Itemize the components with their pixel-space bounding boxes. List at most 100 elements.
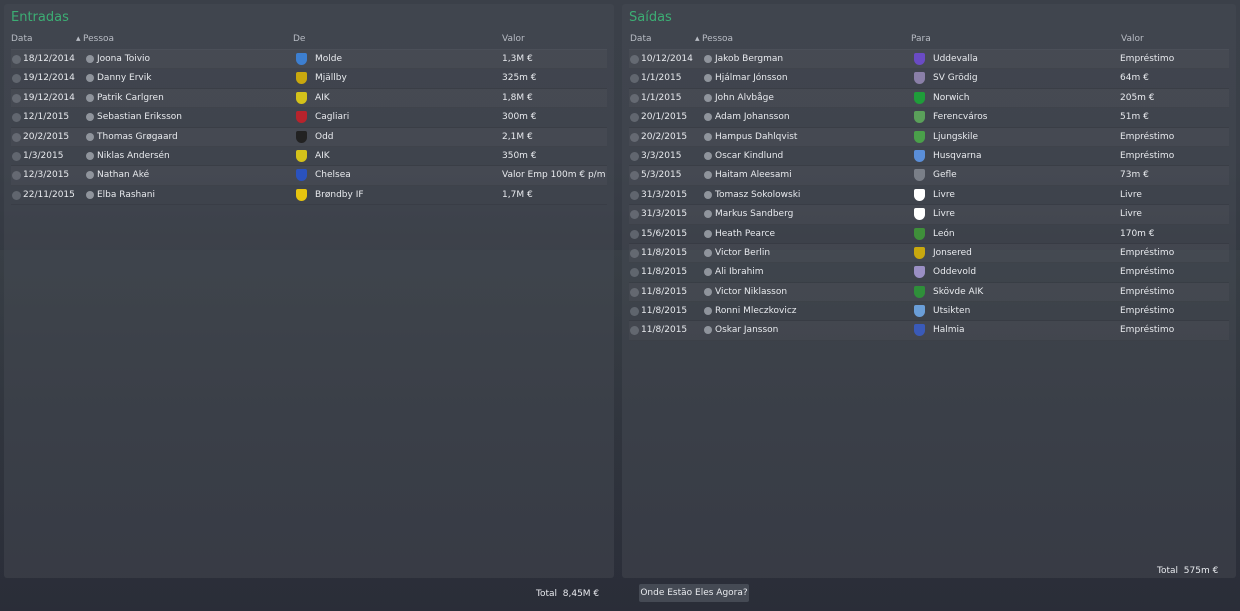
info-icon[interactable] [86,113,94,122]
info-icon[interactable] [704,210,712,219]
info-icon[interactable] [704,307,712,316]
col-value[interactable]: Valor [1121,34,1144,44]
col-club[interactable]: De [293,34,306,44]
info-icon[interactable] [86,151,94,160]
club-name[interactable]: Mjällby [315,73,347,84]
club-name[interactable]: León [933,228,955,239]
person-name[interactable]: Ronni Mleczkovicz [715,306,797,317]
info-icon[interactable] [86,55,94,63]
person-name[interactable]: Patrik Carlgren [97,92,164,103]
table-row[interactable]: 18/12/2014 Joona Toivio Molde 1,3M € [11,50,607,70]
person-name[interactable]: Elba Rashani [97,189,155,200]
person-name[interactable]: Oscar Kindlund [715,150,784,161]
person-name[interactable]: Victor Berlin [715,247,771,258]
table-row[interactable]: 19/12/2014 Patrik Carlgren AIK 1,8M € [11,89,607,109]
table-row[interactable]: 11/8/2015 Victor Berlin Jonsered Emprést… [629,244,1229,264]
club-name[interactable]: Ljungskile [933,131,979,142]
club-name[interactable]: Ferencváros [933,112,988,123]
table-row[interactable]: 31/3/2015 Markus Sandberg Livre Livre [629,205,1229,225]
col-person[interactable]: Pessoa [702,34,734,44]
col-date[interactable]: Data [11,34,33,44]
person-name[interactable]: Oskar Jansson [715,325,779,336]
club-name[interactable]: AIK [315,150,330,161]
info-icon[interactable] [86,190,94,199]
info-icon[interactable] [704,151,712,160]
club-name[interactable]: Cagliari [315,112,350,123]
club-name[interactable]: Molde [315,54,343,64]
person-name[interactable]: Haitam Aleesami [715,170,792,181]
table-row[interactable]: 12/1/2015 Sebastian Eriksson Cagliari 30… [11,108,607,128]
person-name[interactable]: Sebastian Eriksson [97,112,182,123]
person-name[interactable]: Jakob Bergman [715,54,784,64]
table-row[interactable]: 11/8/2015 Oskar Jansson Halmia Empréstim… [629,321,1229,341]
table-row[interactable]: 1/1/2015 Hjálmar Jónsson SV Grödig 64m € [629,69,1229,89]
info-icon[interactable] [704,171,712,180]
table-row[interactable]: 15/6/2015 Heath Pearce León 170m € [629,225,1229,244]
person-name[interactable]: Danny Ervik [97,73,152,84]
info-icon[interactable] [704,287,712,296]
info-icon[interactable] [704,74,712,83]
info-icon[interactable] [704,113,712,122]
person-name[interactable]: Adam Johansson [715,112,790,123]
info-icon[interactable] [704,190,712,199]
table-row[interactable]: 22/11/2015 Elba Rashani Brøndby IF 1,7M … [11,186,607,206]
person-name[interactable]: Tomasz Sokolowski [715,189,801,200]
col-club[interactable]: Para [911,34,931,44]
person-name[interactable]: Joona Toivio [97,54,151,64]
person-name[interactable]: Markus Sandberg [715,209,794,220]
club-name[interactable]: Skövde AIK [933,286,984,297]
club-name[interactable]: Husqvarna [933,150,982,161]
table-row[interactable]: 20/2/2015 Thomas Grøgaard Odd 2,1M € [11,128,607,147]
person-name[interactable]: John Alvbåge [715,92,774,103]
info-icon[interactable] [704,93,712,102]
table-row[interactable]: 3/3/2015 Oscar Kindlund Husqvarna Emprés… [629,147,1229,167]
club-name[interactable]: Utsikten [933,306,971,317]
table-row[interactable]: 1/3/2015 Niklas Andersén AIK 350m € [11,147,607,167]
club-name[interactable]: SV Grödig [933,73,978,84]
person-name[interactable]: Thomas Grøgaard [97,131,178,142]
table-row[interactable]: 31/3/2015 Tomasz Sokolowski Livre Livre [629,186,1229,206]
where-are-they-now-button[interactable]: Onde Estão Eles Agora? [639,584,749,602]
info-icon[interactable] [704,229,712,238]
table-row[interactable]: 12/3/2015 Nathan Aké Chelsea Valor Emp 1… [11,166,607,186]
table-row[interactable]: 11/8/2015 Victor Niklasson Skövde AIK Em… [629,283,1229,303]
club-name[interactable]: Oddevold [933,267,977,278]
info-icon[interactable] [704,268,712,277]
club-name[interactable]: Halmia [933,325,965,336]
info-icon[interactable] [704,326,712,335]
table-row[interactable]: 10/12/2014 Jakob Bergman Uddevalla Empré… [629,50,1229,70]
table-row[interactable]: 11/8/2015 Ronni Mleczkovicz Utsikten Emp… [629,302,1229,322]
club-name[interactable]: Livre [933,209,955,220]
club-name[interactable]: Chelsea [315,170,351,181]
club-name[interactable]: Gefle [933,170,957,181]
info-icon[interactable] [704,55,712,63]
club-name[interactable]: Brøndby IF [315,189,364,200]
info-icon[interactable] [704,248,712,257]
table-row[interactable]: 20/2/2015 Hampus Dahlqvist Ljungskile Em… [629,128,1229,147]
table-row[interactable]: 19/12/2014 Danny Ervik Mjällby 325m € [11,69,607,89]
col-person[interactable]: Pessoa [83,34,115,44]
club-name[interactable]: Jonsered [933,247,972,258]
person-name[interactable]: Heath Pearce [715,228,776,239]
info-icon[interactable] [86,74,94,83]
club-name[interactable]: Odd [315,131,334,142]
info-icon[interactable] [86,132,94,141]
person-name[interactable]: Nathan Aké [97,170,150,181]
table-row[interactable]: 11/8/2015 Ali Ibrahim Oddevold Empréstim… [629,263,1229,283]
col-value[interactable]: Valor [502,34,525,44]
person-name[interactable]: Hampus Dahlqvist [715,131,798,142]
club-name[interactable]: Livre [933,189,955,200]
info-icon[interactable] [86,171,94,180]
club-name[interactable]: Uddevalla [933,54,978,64]
table-row[interactable]: 1/1/2015 John Alvbåge Norwich 205m € [629,89,1229,109]
table-row[interactable]: 5/3/2015 Haitam Aleesami Gefle 73m € [629,166,1229,186]
club-name[interactable]: AIK [315,92,330,103]
info-icon[interactable] [704,132,712,141]
person-name[interactable]: Niklas Andersén [97,150,170,161]
person-name[interactable]: Ali Ibrahim [715,267,764,278]
table-row[interactable]: 20/1/2015 Adam Johansson Ferencváros 51m… [629,108,1229,128]
person-name[interactable]: Hjálmar Jónsson [715,73,788,84]
info-icon[interactable] [86,93,94,102]
col-date[interactable]: Data [630,34,652,44]
person-name[interactable]: Victor Niklasson [715,286,788,297]
